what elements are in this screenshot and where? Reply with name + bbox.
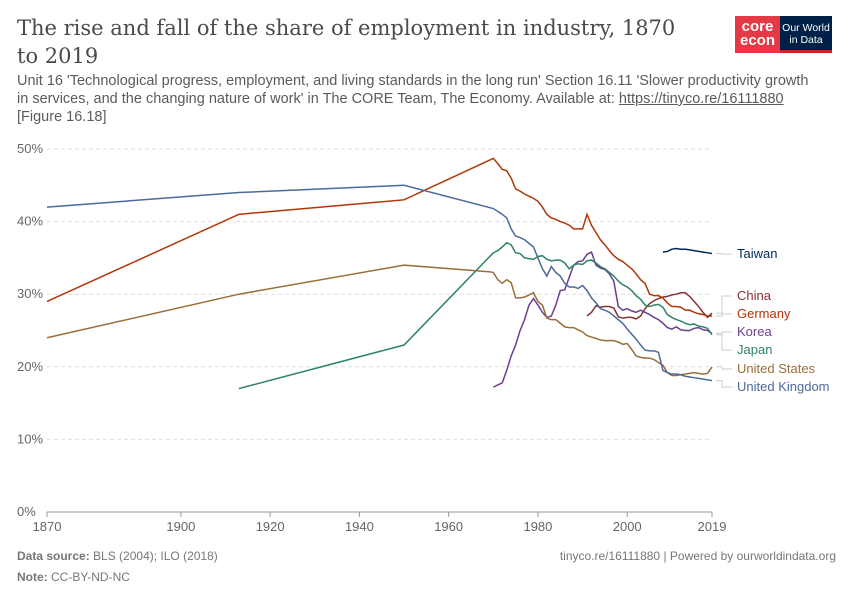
series-line-japan bbox=[238, 241, 713, 390]
footer-link[interactable]: tinyco.re/16111880 | Powered by ourworld… bbox=[559, 549, 836, 563]
y-tick-label: 0% bbox=[17, 504, 36, 519]
note-label: Note: bbox=[17, 570, 48, 584]
x-tick-label: 2019 bbox=[698, 519, 727, 534]
series-label: Germany bbox=[737, 306, 791, 321]
data-source: Data source: BLS (2004); ILO (2018) bbox=[17, 549, 218, 563]
subtitle-text: Unit 16 'Technological progress, employm… bbox=[17, 73, 809, 107]
series-line-china bbox=[586, 291, 713, 320]
series-label: China bbox=[737, 288, 772, 303]
note: Note: CC-BY-ND-NC bbox=[17, 570, 130, 584]
x-tick-label: 1940 bbox=[345, 519, 374, 534]
series-line-united-kingdom bbox=[46, 184, 713, 382]
y-tick-label: 20% bbox=[17, 359, 43, 374]
series-line-taiwan bbox=[662, 247, 713, 255]
chart-title: The rise and fall of the share of employ… bbox=[17, 16, 676, 68]
source-link[interactable]: https://tinyco.re/16111880 bbox=[618, 91, 784, 107]
figure-ref: [Figure 16.18] bbox=[17, 109, 107, 125]
series-line-united-states bbox=[46, 264, 713, 377]
x-tick-label: 1900 bbox=[166, 519, 195, 534]
y-tick-label: 10% bbox=[17, 431, 43, 446]
source-label: Data source: bbox=[17, 549, 90, 563]
x-tick-label: 1960 bbox=[434, 519, 463, 534]
series-line-korea bbox=[492, 251, 713, 388]
label-connector bbox=[716, 366, 732, 370]
series-label: Korea bbox=[737, 324, 772, 339]
series-label: United States bbox=[737, 361, 816, 376]
note-text: CC-BY-ND-NC bbox=[47, 570, 130, 584]
series-line-germany bbox=[46, 157, 712, 317]
x-tick-label: 1980 bbox=[523, 519, 552, 534]
x-tick-label: 1870 bbox=[33, 519, 62, 534]
y-tick-label: 30% bbox=[17, 286, 43, 301]
core-econ-logo: core econ bbox=[735, 16, 780, 53]
series-label: Japan bbox=[737, 342, 772, 357]
label-connector bbox=[716, 334, 732, 351]
source-text: BLS (2004); ILO (2018) bbox=[89, 549, 218, 563]
chart-subtitle: Unit 16 'Technological progress, employm… bbox=[17, 72, 817, 126]
x-tick-label: 2000 bbox=[613, 519, 642, 534]
y-tick-label: 40% bbox=[17, 214, 43, 229]
owid-logo: Our World in Data bbox=[780, 16, 832, 53]
label-connector bbox=[716, 331, 732, 334]
series-label: United Kingdom bbox=[737, 379, 830, 394]
label-connector bbox=[716, 295, 732, 314]
label-connector bbox=[716, 313, 732, 317]
y-tick-label: 50% bbox=[17, 141, 43, 156]
logo[interactable]: core econ Our World in Data bbox=[735, 16, 832, 53]
x-tick-label: 1920 bbox=[256, 519, 285, 534]
series-label: Taiwan bbox=[737, 246, 777, 261]
label-connector bbox=[716, 380, 732, 388]
